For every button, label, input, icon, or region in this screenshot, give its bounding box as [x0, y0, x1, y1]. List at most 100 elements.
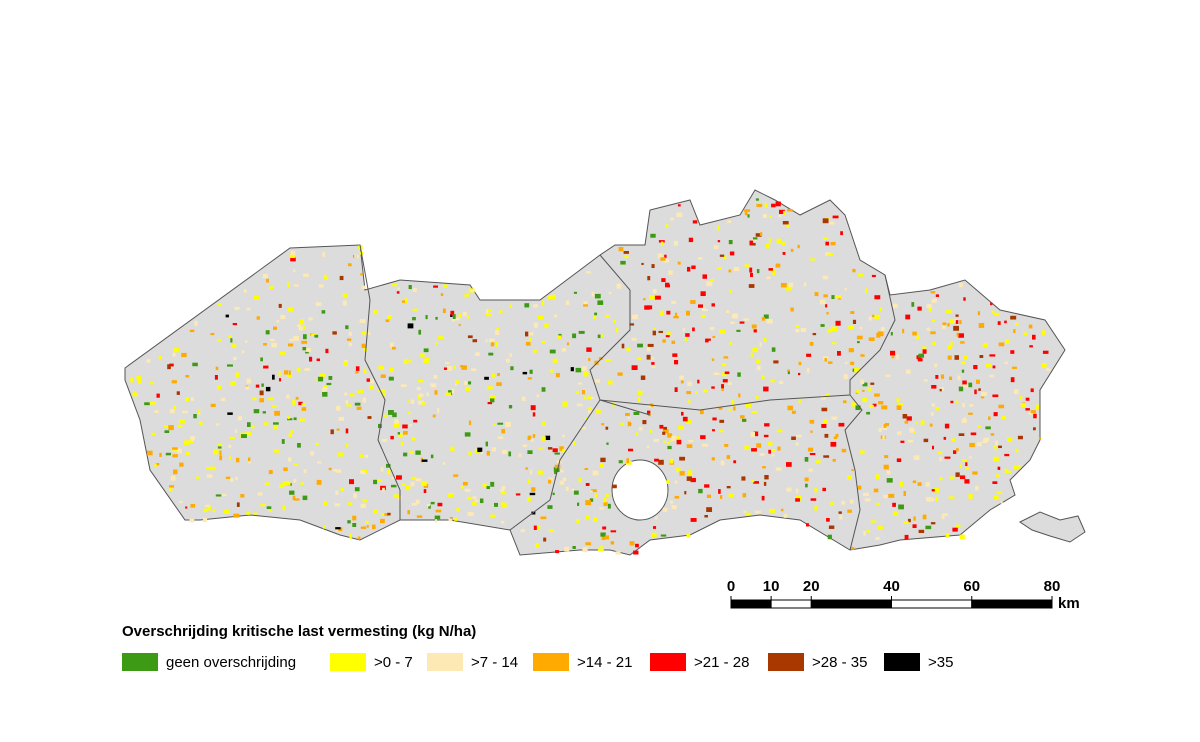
speckle [963, 417, 966, 423]
speckle [474, 448, 479, 454]
speckle [255, 384, 260, 388]
speckle [597, 334, 601, 339]
speckle [260, 504, 266, 507]
speckle [805, 483, 808, 488]
speckle [667, 433, 673, 438]
speckle [823, 419, 828, 424]
speckle [299, 319, 304, 325]
speckle [891, 356, 895, 359]
speckle [711, 303, 715, 307]
speckle [620, 260, 626, 265]
speckle [763, 481, 767, 486]
speckle [939, 456, 942, 462]
speckle [885, 374, 891, 377]
speckle [964, 479, 970, 484]
speckle [475, 352, 480, 356]
speckle [1013, 329, 1016, 334]
speckle [767, 442, 773, 446]
speckle [571, 488, 575, 492]
province-border [849, 274, 896, 395]
speckle [636, 357, 642, 361]
legend-swatch [330, 653, 366, 671]
scale-label: 10 [763, 578, 780, 595]
speckle [183, 440, 190, 445]
speckle [193, 414, 197, 419]
speckle [460, 485, 465, 489]
speckle [169, 363, 174, 367]
speckle [349, 534, 352, 539]
speckle [729, 251, 735, 256]
speckle [407, 323, 414, 329]
speckle [726, 310, 730, 314]
speckle [501, 428, 506, 434]
speckle [578, 478, 582, 483]
speckle [640, 375, 646, 380]
speckle [780, 283, 787, 288]
speckle [668, 270, 673, 275]
speckle [423, 348, 429, 353]
speckle [601, 423, 605, 426]
speckle [692, 327, 695, 332]
speckle [409, 424, 412, 427]
speckle [455, 382, 458, 386]
speckle [360, 273, 364, 276]
speckle [231, 344, 237, 348]
speckle [627, 421, 631, 427]
speckle [1004, 320, 1007, 324]
speckle [597, 300, 604, 305]
speckle [857, 341, 860, 344]
speckle [509, 304, 512, 308]
speckle [778, 215, 782, 218]
speckle [302, 495, 308, 501]
speckle [373, 310, 378, 315]
speckle [1006, 470, 1011, 473]
speckle [229, 436, 235, 440]
speckle [657, 253, 663, 259]
speckle [959, 320, 962, 325]
speckle [1017, 435, 1023, 440]
speckle [288, 432, 292, 438]
speckle [274, 449, 280, 453]
speckle [965, 462, 968, 467]
speckle [336, 469, 341, 473]
speckle [814, 292, 819, 297]
speckle [594, 379, 601, 383]
speckle [346, 443, 349, 448]
speckle [442, 308, 446, 314]
speckle [540, 516, 547, 520]
speckle [467, 335, 473, 339]
speckle [279, 351, 286, 355]
speckle [875, 474, 880, 479]
speckle [922, 349, 927, 354]
speckle [298, 326, 303, 331]
speckle [604, 314, 610, 318]
speckle [663, 259, 669, 263]
speckle [287, 415, 290, 420]
speckle [491, 447, 496, 452]
speckle [599, 507, 604, 510]
speckle [918, 529, 925, 534]
speckle [862, 382, 868, 387]
speckle [407, 400, 410, 403]
speckle [827, 253, 833, 257]
legend-swatch [122, 653, 158, 671]
speckle [710, 278, 715, 282]
speckle [737, 372, 741, 377]
speckle [826, 312, 829, 315]
speckle [954, 355, 959, 360]
province-borders [359, 244, 896, 551]
speckle [956, 332, 959, 337]
speckle [603, 501, 608, 506]
speckle [884, 423, 890, 426]
speckle [561, 348, 567, 352]
speckle [562, 401, 568, 407]
speckle [535, 543, 539, 548]
speckle [686, 476, 692, 481]
speckle [826, 393, 830, 397]
speckle [864, 498, 871, 502]
speckle [461, 365, 467, 370]
speckle [674, 480, 678, 484]
speckle [956, 448, 959, 452]
speckle [527, 478, 531, 484]
